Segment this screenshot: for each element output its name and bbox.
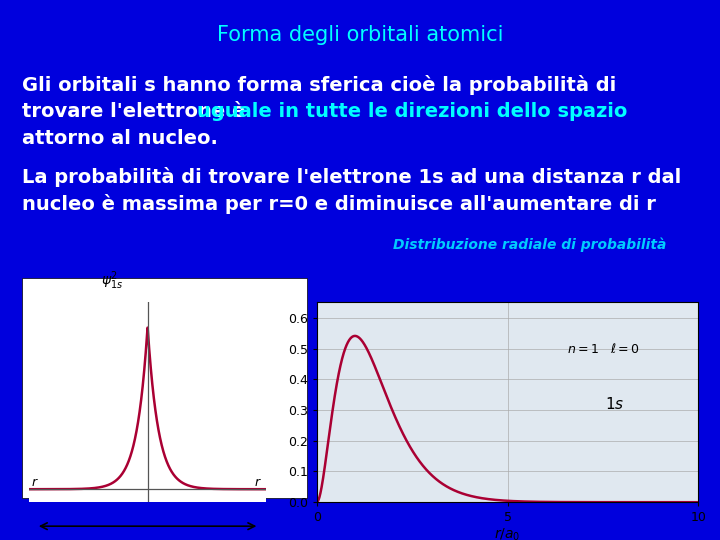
Text: $n = 1$   $\ell = 0$: $n = 1$ $\ell = 0$ xyxy=(567,341,639,355)
Text: uguale in tutte le direzioni dello spazio: uguale in tutte le direzioni dello spazi… xyxy=(197,102,627,121)
Text: nucleo è massima per r=0 e diminuisce all'aumentare di r: nucleo è massima per r=0 e diminuisce al… xyxy=(22,194,656,214)
FancyBboxPatch shape xyxy=(22,278,307,498)
X-axis label: $r/a_0$: $r/a_0$ xyxy=(495,527,521,540)
Text: Distribuzione radiale di probabilità: Distribuzione radiale di probabilità xyxy=(393,238,667,253)
Text: Forma degli orbitali atomici: Forma degli orbitali atomici xyxy=(217,25,503,45)
Text: $\psi^2_{1s}$: $\psi^2_{1s}$ xyxy=(101,270,123,293)
Text: $1s$: $1s$ xyxy=(605,396,624,412)
Text: La probabilità di trovare l'elettrone 1s ad una distanza r dal: La probabilità di trovare l'elettrone 1s… xyxy=(22,167,681,187)
Text: attorno al nucleo.: attorno al nucleo. xyxy=(22,129,218,148)
Text: r: r xyxy=(31,476,36,489)
Text: r: r xyxy=(254,476,259,489)
Text: Gli orbitali s hanno forma sferica cioè la probabilità di: Gli orbitali s hanno forma sferica cioè … xyxy=(22,75,616,95)
Text: trovare l'elettrone è: trovare l'elettrone è xyxy=(22,102,252,121)
